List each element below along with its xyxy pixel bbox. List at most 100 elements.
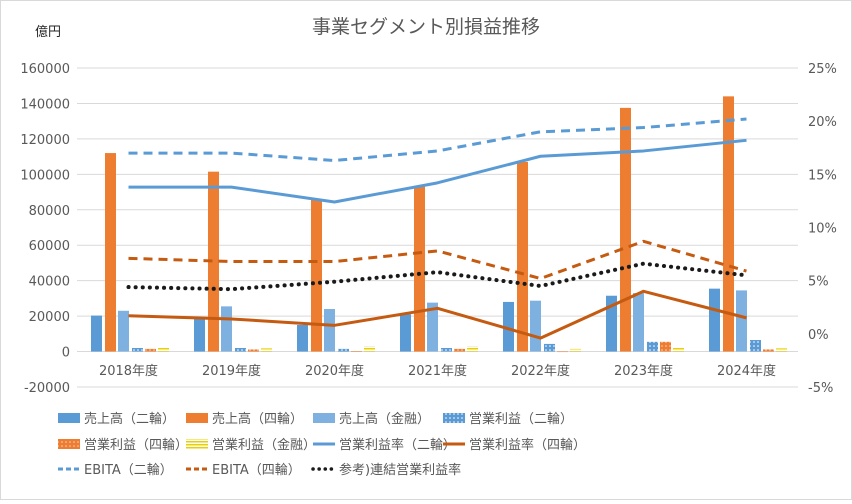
bar — [441, 348, 452, 352]
bar — [414, 185, 425, 352]
bar — [364, 346, 375, 352]
y-tick-label: -20000 — [24, 381, 70, 396]
line-series — [128, 239, 747, 281]
bar — [606, 295, 617, 352]
bar — [517, 161, 528, 352]
legend-label: 売上高（金融） — [339, 411, 430, 427]
bar — [570, 348, 581, 352]
bar — [557, 351, 568, 353]
x-tick-label: 2024年度 — [717, 363, 776, 379]
line-series — [128, 289, 747, 340]
legend-item: 参考)連結営業利益率 — [311, 462, 461, 478]
y2-tick-label: 5% — [808, 275, 829, 290]
bar — [105, 153, 116, 352]
legend-swatch — [443, 413, 465, 423]
legend-label: EBITA（四輪） — [212, 462, 301, 478]
line-series — [128, 138, 747, 204]
x-tick-label: 2018年度 — [99, 363, 158, 379]
bar — [709, 288, 720, 352]
y-tick-label: 160000 — [20, 62, 70, 77]
bar — [544, 343, 555, 352]
bar — [736, 290, 747, 352]
bar — [311, 199, 322, 352]
legend-label: 参考)連結営業利益率 — [339, 462, 461, 478]
bar — [660, 341, 671, 352]
y2-tick-label: -5% — [808, 381, 833, 396]
bar — [338, 348, 349, 352]
y-tick-label: 120000 — [20, 133, 70, 148]
bar — [297, 324, 308, 352]
legend-label: EBITA（二輪） — [84, 462, 173, 478]
bar — [145, 348, 156, 352]
bar — [633, 293, 644, 352]
legend-item: 営業利益（金融） — [186, 437, 316, 453]
bar — [400, 314, 411, 352]
bar — [208, 171, 219, 352]
bar — [723, 96, 734, 352]
bar — [158, 348, 169, 352]
legend-item: 営業利益（四輪） — [58, 437, 188, 453]
x-tick-label: 2020年度 — [305, 363, 364, 379]
bar — [248, 349, 259, 352]
bar — [673, 348, 684, 352]
y-tick-label: 40000 — [29, 275, 70, 290]
y2-tick-label: 0% — [808, 328, 829, 343]
legend-item: 売上高（金融） — [313, 411, 430, 427]
y-axis-label: 億円 — [35, 24, 61, 40]
line-series — [126, 261, 749, 292]
legend-item: EBITA（四輪） — [186, 462, 301, 478]
y-tick-label: 20000 — [29, 310, 70, 325]
bar — [351, 351, 362, 352]
legend-label: 売上高（四輪） — [212, 411, 303, 427]
x-tick-label: 2019年度 — [202, 363, 261, 379]
bar — [261, 348, 272, 352]
legend-swatch — [58, 439, 80, 449]
x-tick-label: 2023年度 — [614, 363, 673, 379]
bar — [91, 315, 102, 352]
line-series — [128, 117, 747, 163]
legend-label: 営業利益（四輪） — [84, 437, 188, 453]
legend-label: 営業利益（金融） — [212, 437, 316, 453]
bar — [620, 107, 631, 352]
y-tick-label: 140000 — [20, 97, 70, 112]
legend-swatch — [186, 439, 208, 449]
legend-swatch — [313, 413, 335, 423]
bar — [427, 302, 438, 352]
bar — [647, 341, 658, 352]
legend-swatch — [186, 413, 208, 423]
bar — [763, 349, 774, 352]
x-tick-label: 2021年度 — [408, 363, 467, 379]
legend-item: 売上高（四輪） — [186, 411, 303, 427]
y2-tick-label: 15% — [808, 168, 837, 183]
y2-tick-label: 20% — [808, 115, 837, 130]
bar — [235, 348, 246, 352]
legend-item: 売上高（二輪） — [58, 411, 175, 427]
bar — [132, 348, 143, 352]
legend-label: 営業利益率（二輪） — [339, 437, 456, 453]
y-tick-label: 0 — [62, 346, 70, 361]
bar — [750, 340, 761, 352]
bar — [324, 309, 335, 352]
legend-label: 売上高（二輪） — [84, 411, 175, 427]
bar — [776, 348, 787, 352]
bar — [530, 300, 541, 352]
legend-item: 営業利益率（二輪） — [313, 437, 456, 453]
legend-label: 営業利益率（四輪） — [469, 437, 586, 453]
chart-title: 事業セグメント別損益推移 — [312, 16, 540, 38]
y-tick-label: 60000 — [29, 239, 70, 254]
legend-item: 営業利益率（四輪） — [443, 437, 586, 453]
y-tick-label: 80000 — [29, 204, 70, 219]
bar — [221, 306, 232, 352]
bar — [467, 346, 478, 352]
bar — [194, 317, 205, 352]
y2-tick-label: 10% — [808, 222, 837, 237]
x-tick-label: 2022年度 — [511, 363, 570, 379]
legend-swatch — [58, 413, 80, 423]
legend-label: 営業利益（二輪） — [469, 411, 573, 427]
bar — [118, 310, 129, 352]
legend-item: EBITA（二輪） — [58, 462, 173, 478]
y-tick-label: 100000 — [20, 168, 70, 183]
bar — [503, 301, 514, 352]
